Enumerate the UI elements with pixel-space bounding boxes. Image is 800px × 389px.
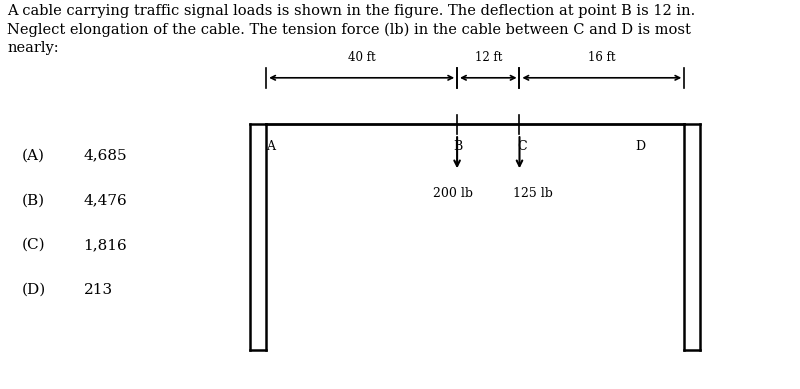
Text: 4,685: 4,685 xyxy=(83,149,127,163)
Text: B: B xyxy=(454,140,462,153)
Text: 125 lb: 125 lb xyxy=(513,187,553,200)
Text: 12 ft: 12 ft xyxy=(474,51,502,64)
Text: 213: 213 xyxy=(83,283,113,297)
Text: (D): (D) xyxy=(22,283,46,297)
Text: 1,816: 1,816 xyxy=(83,238,127,252)
Text: D: D xyxy=(635,140,645,153)
Text: (A): (A) xyxy=(22,149,45,163)
Text: A cable carrying traffic signal loads is shown in the figure. The deflection at : A cable carrying traffic signal loads is… xyxy=(7,4,695,55)
Text: 40 ft: 40 ft xyxy=(348,51,375,64)
Text: (C): (C) xyxy=(22,238,46,252)
Text: 16 ft: 16 ft xyxy=(588,51,615,64)
Text: A: A xyxy=(266,140,275,153)
Text: 4,476: 4,476 xyxy=(83,193,127,207)
Text: C: C xyxy=(518,140,527,153)
Text: (B): (B) xyxy=(22,193,45,207)
Text: 200 lb: 200 lb xyxy=(434,187,474,200)
